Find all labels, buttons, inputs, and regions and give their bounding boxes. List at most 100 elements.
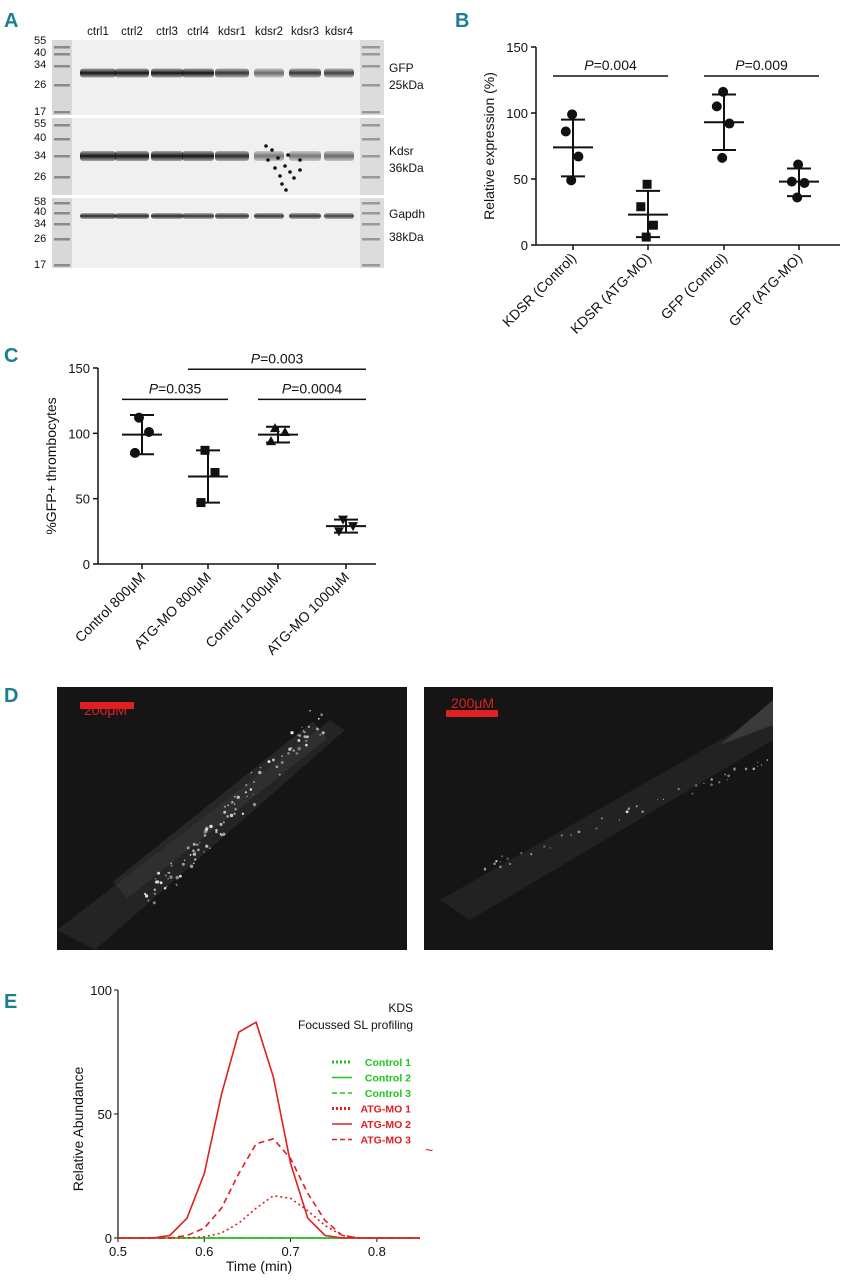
blot-images: 5540342617GFP25kDa55403426Kdsr36kDa58403… (34, 35, 425, 271)
fluorescent-speck (186, 846, 190, 850)
fluorescent-speck (495, 859, 498, 863)
fluorescent-speck (233, 803, 236, 805)
fluorescent-speck (301, 726, 303, 728)
fluorescent-speck (168, 871, 171, 874)
blot-size-label: 36kDa (389, 161, 424, 175)
fluorescent-speck (209, 847, 211, 849)
scale-bar-left (80, 702, 134, 709)
fluorescent-speck (499, 861, 501, 863)
fluorescent-speck (206, 828, 209, 830)
fluorescent-speck (157, 871, 161, 875)
data-point-circle (793, 159, 804, 170)
data-point-circle (573, 151, 584, 162)
fluorescent-speck (501, 855, 504, 858)
ladder-marker: 26 (34, 233, 46, 245)
ladder-band (54, 124, 70, 127)
protein-band (254, 68, 284, 78)
y-tick-label: 50 (76, 492, 90, 507)
blot-target-label: GFP (389, 61, 414, 75)
p-value-label: P=0.035 (149, 380, 202, 396)
y-tick-label: 0 (521, 238, 528, 253)
speckle (286, 153, 290, 157)
data-point-circle (567, 109, 578, 120)
y-tick-label: 0 (83, 557, 90, 572)
x-tick-label: 0.8 (368, 1244, 386, 1259)
fluorescent-speck (203, 851, 205, 853)
data-point-circle (566, 175, 577, 186)
fluorescent-speck (703, 782, 705, 785)
y-tick-label: 100 (68, 426, 90, 441)
fluorescent-speck (306, 735, 309, 739)
fluorescent-speck (233, 812, 236, 815)
fluorescent-speck (175, 883, 177, 885)
y-axis-label: %GFP+ thrombocytes (43, 397, 59, 534)
fluorescent-speck (317, 717, 320, 720)
speckle (276, 156, 280, 160)
p-value-number: =0.0004 (291, 380, 342, 396)
fluorescent-speck (170, 862, 173, 865)
annotation-line-1: KDS (388, 1001, 413, 1015)
fluorescent-speck (159, 881, 163, 885)
x-tick-label: KDSR (ATG-MO) (567, 250, 654, 337)
p-value-symbol: P (251, 350, 261, 366)
fluorescent-speck (745, 769, 747, 771)
data-point-square (210, 468, 220, 478)
p-value-symbol: P (282, 380, 292, 396)
data-point-circle (718, 86, 729, 97)
fluorescent-speck (271, 758, 275, 762)
fluorescent-speck (316, 727, 318, 729)
fluorescent-speck (727, 774, 730, 778)
speckle (280, 182, 284, 186)
fluorescent-speck (506, 857, 510, 861)
fluorescent-speck (219, 822, 223, 826)
fluorescent-speck (249, 788, 253, 791)
lane-label-kdsr2: kdsr2 (255, 26, 283, 38)
fluorescent-speck (305, 743, 308, 747)
p-value-symbol: P (735, 57, 745, 73)
ladder-band (362, 138, 380, 141)
fluorescent-speck (258, 770, 262, 775)
protein-band (182, 68, 214, 78)
p-value-number: =0.004 (594, 57, 637, 73)
ladder-band (362, 223, 380, 226)
fluorescent-speck (287, 752, 290, 755)
data-point-circle (799, 177, 810, 188)
relative-expression-chart: 0 50 100 150 Relative expression (%) KDSR (Co… (481, 40, 840, 337)
data-point-triangle (266, 436, 276, 446)
sl-profiling-chart: 0 50 100 0.5 0.6 0.7 0.8 Time (min) Relative Abu… (70, 983, 420, 1274)
fluorescent-speck (549, 847, 551, 849)
fluorescent-speck (694, 784, 698, 787)
ladder-marker: 26 (34, 171, 46, 183)
data-point-triangle (280, 427, 290, 437)
fluorescent-speck (209, 824, 213, 829)
fluorescent-speck (230, 801, 234, 804)
fluorescent-speck (320, 713, 324, 717)
ladder-band (54, 238, 70, 241)
protein-band (151, 151, 183, 161)
fluorescent-speck (499, 865, 502, 869)
ladder-marker: 40 (34, 132, 46, 144)
fluorescent-speck (163, 886, 167, 890)
legend-label: ATG-MO 3 (360, 1135, 411, 1147)
panel-letter-a: A (4, 10, 18, 32)
protein-band (115, 68, 149, 78)
y-tick-label: 50 (98, 1107, 112, 1122)
p-value-label: P=0.004 (584, 57, 637, 73)
p-value-symbol: P (149, 380, 159, 396)
legend-label: Control 1 (365, 1057, 411, 1069)
data-point-square (636, 202, 646, 212)
speckle (264, 144, 268, 148)
thrombocyte-signal-left (143, 709, 325, 905)
fluorescent-speck (595, 827, 598, 830)
fluorescent-speck (153, 888, 157, 891)
fluorescent-speck (281, 755, 283, 757)
fluorescent-speck (244, 791, 247, 794)
fluorescent-speck (278, 773, 281, 776)
panel-letter-c: C (4, 345, 18, 367)
fluorescent-speck (529, 852, 533, 856)
lane-label-ctrl2: ctrl2 (121, 26, 143, 38)
ladder-marker: 58 (34, 196, 46, 208)
fluorescent-speck (192, 852, 197, 856)
fluorescent-speck (195, 851, 197, 853)
